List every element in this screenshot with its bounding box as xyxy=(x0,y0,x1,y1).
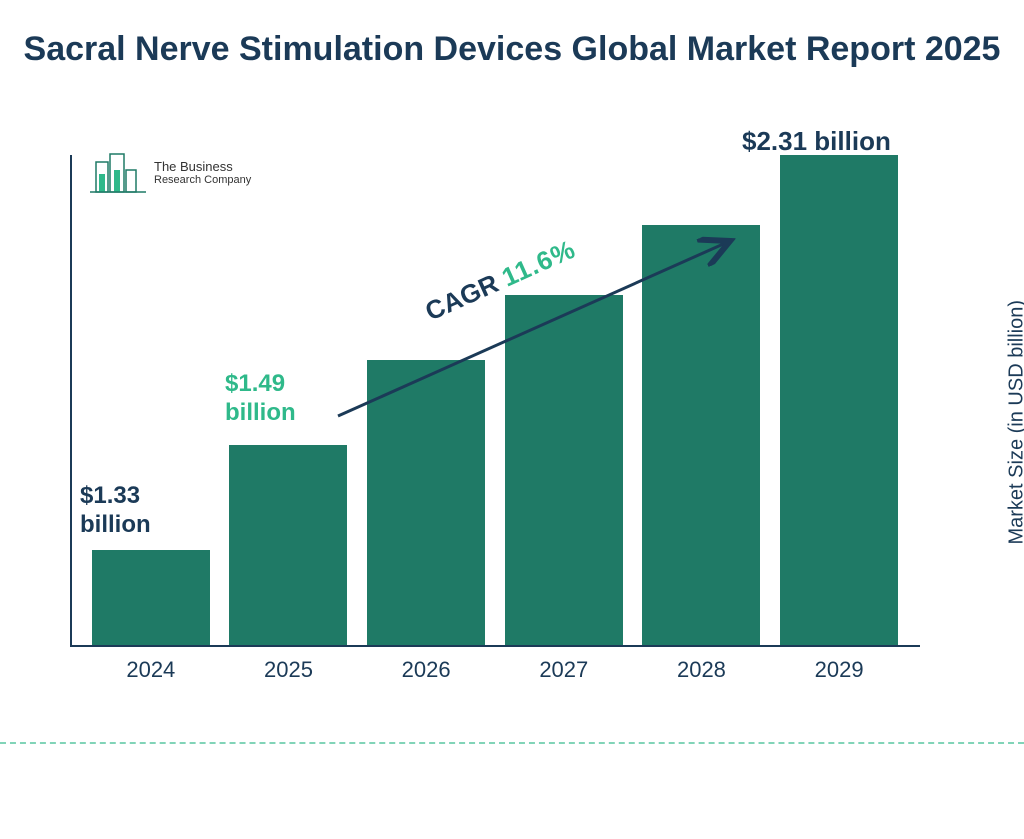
xlabel-2: 2026 xyxy=(367,651,485,685)
value-label-2025: $1.49billion xyxy=(225,370,296,428)
bottom-divider xyxy=(0,742,1024,744)
bar-2029 xyxy=(780,155,898,645)
bar-2026 xyxy=(367,360,485,645)
bar-2025 xyxy=(229,445,347,645)
xlabel-5: 2029 xyxy=(780,651,898,685)
value-label-2024: $1.33billion xyxy=(80,482,151,540)
x-labels: 2024 2025 2026 2027 2028 2029 xyxy=(70,651,920,685)
bar-2027 xyxy=(505,295,623,645)
xlabel-1: 2025 xyxy=(229,651,347,685)
x-axis xyxy=(70,645,920,647)
value-label-2029: $2.31 billion xyxy=(742,126,891,157)
xlabel-0: 2024 xyxy=(92,651,210,685)
chart-area: 2024 2025 2026 2027 2028 2029 xyxy=(70,155,920,685)
xlabel-3: 2027 xyxy=(505,651,623,685)
bar-2028 xyxy=(642,225,760,645)
chart-title: Sacral Nerve Stimulation Devices Global … xyxy=(0,0,1024,71)
bars-container xyxy=(70,155,920,645)
xlabel-4: 2028 xyxy=(642,651,760,685)
y-axis-label: Market Size (in USD billion) xyxy=(1006,300,1024,545)
bar-2024 xyxy=(92,550,210,645)
